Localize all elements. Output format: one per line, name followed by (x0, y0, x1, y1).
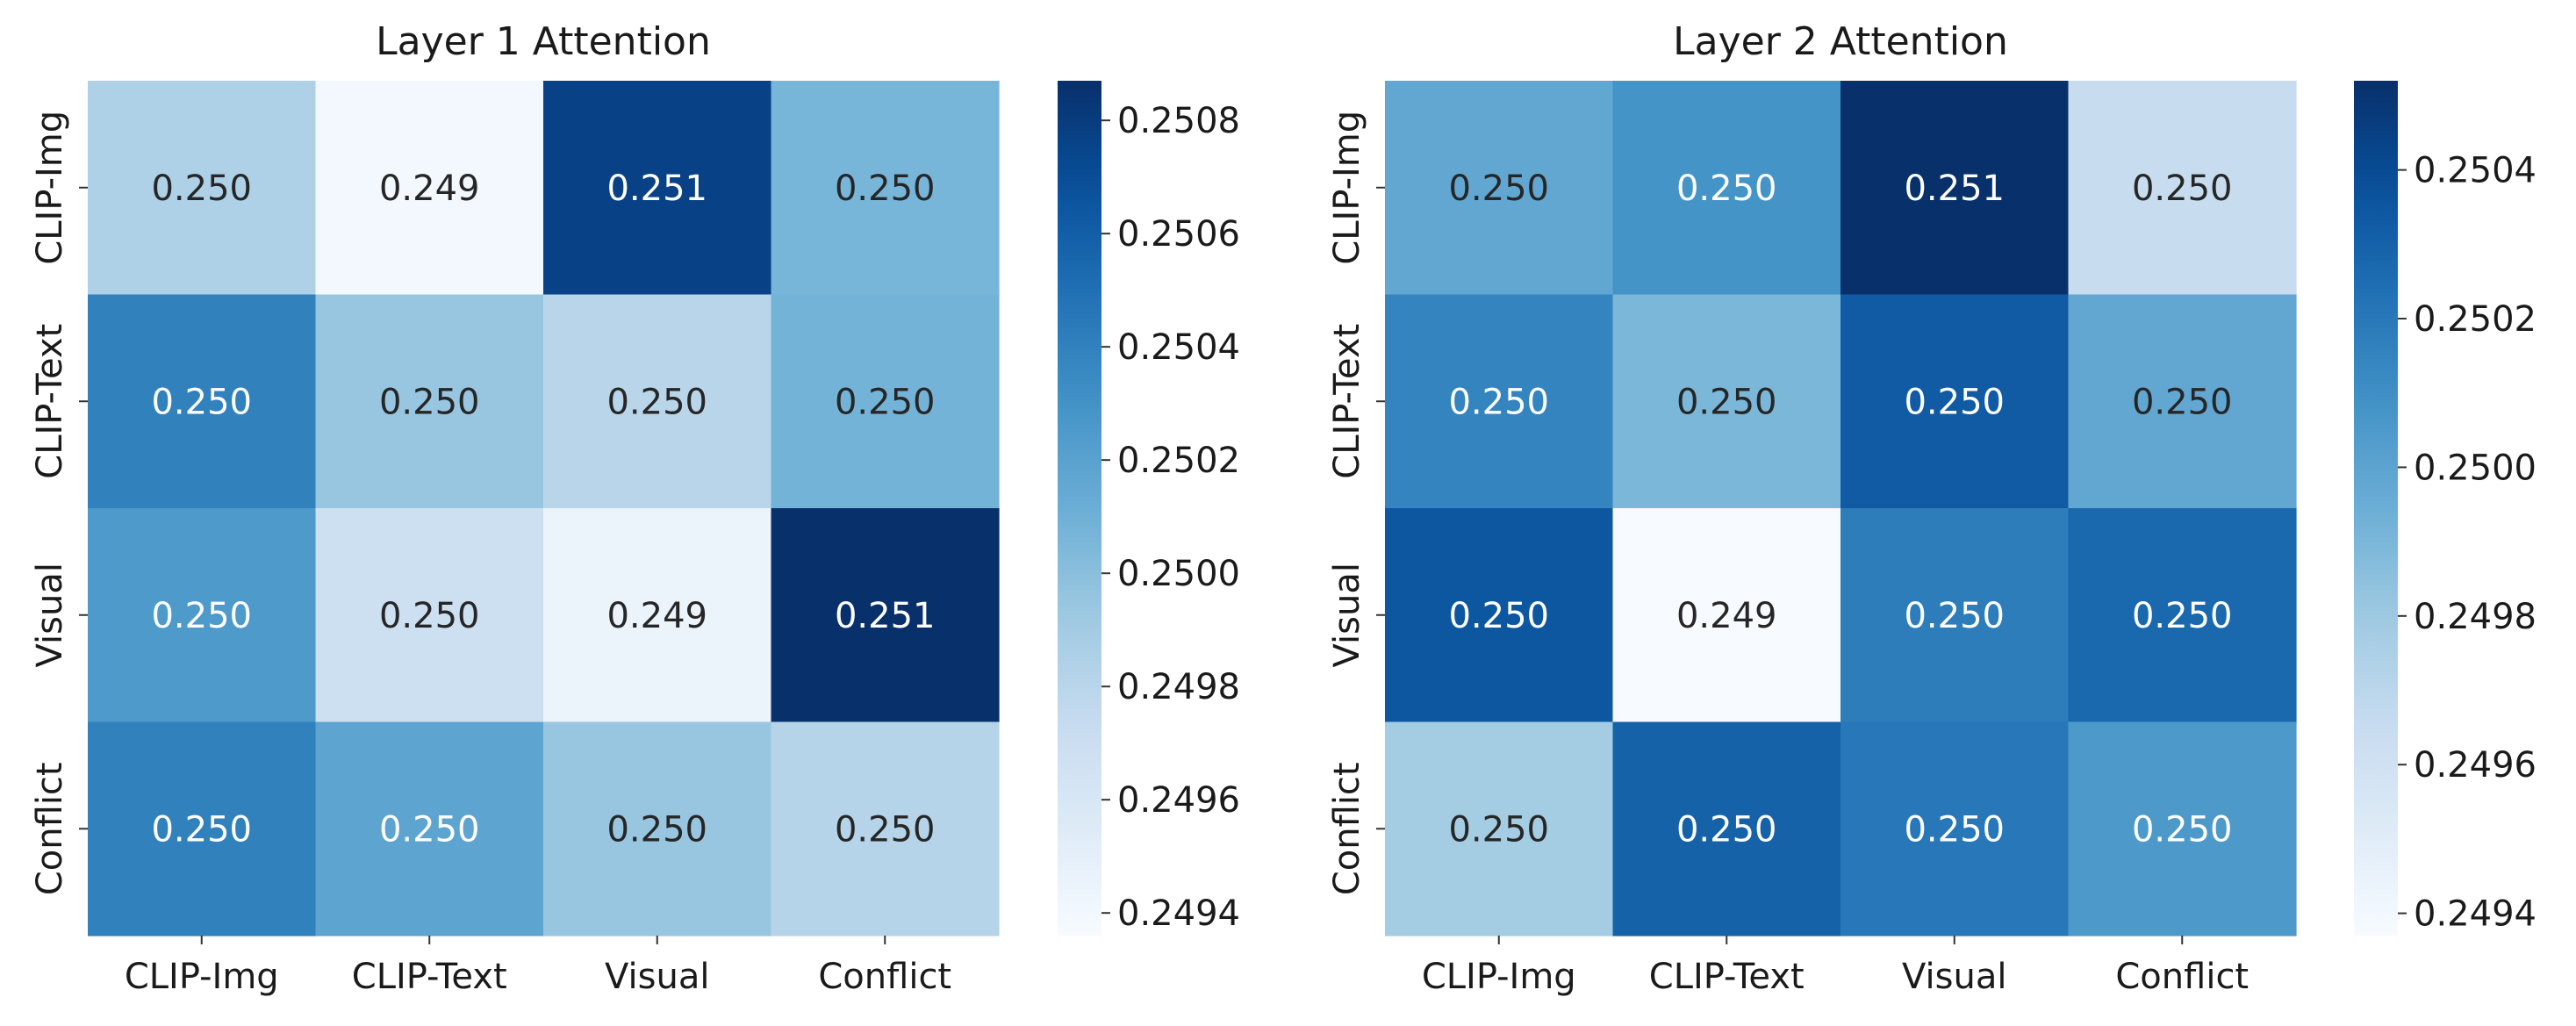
colorbar (2354, 81, 2398, 936)
heatmap-cell (1385, 294, 1614, 509)
cell-value-label: 0.250 (835, 382, 936, 422)
heatmap-cell (771, 81, 1000, 296)
heatmap-cell (1841, 294, 2070, 509)
heatmap-cell (2068, 508, 2297, 723)
cell-value-label: 0.250 (2132, 596, 2233, 636)
heatmap-cell (2068, 81, 2297, 296)
heatmap-cell (2068, 721, 2297, 936)
x-tick-label: Visual (1902, 957, 2006, 997)
cell-value-label: 0.251 (606, 169, 707, 209)
cell-value-label: 0.250 (1448, 596, 1549, 636)
heatmap-cell (88, 721, 317, 936)
cell-value-label: 0.250 (151, 809, 252, 850)
x-tick-label: CLIP-Text (352, 957, 507, 997)
colorbar-tick-label: 0.2494 (1117, 893, 1240, 934)
cell-value-label: 0.250 (151, 169, 252, 209)
cell-value-label: 0.250 (2132, 169, 2233, 209)
y-tick-label: CLIP-Text (30, 324, 70, 479)
heatmap-cell (1385, 508, 1614, 723)
cell-value-label: 0.250 (1676, 169, 1777, 209)
heatmap-cell (1841, 81, 2070, 296)
chart-title: Layer 1 Attention (376, 19, 711, 64)
cell-value-label: 0.250 (379, 809, 480, 850)
y-tick-label: CLIP-Img (1327, 111, 1367, 265)
heatmap-cell (1385, 721, 1614, 936)
y-tick-label: CLIP-Text (1327, 324, 1367, 479)
heatmap-cell (543, 508, 772, 723)
cell-value-label: 0.250 (1904, 382, 2005, 422)
heatmap-cell (771, 508, 1000, 723)
heatmap-cell (543, 721, 772, 936)
x-tick-label: CLIP-Text (1649, 957, 1805, 997)
colorbar-tick-label: 0.2504 (1117, 327, 1240, 368)
colorbar-tick-label: 0.2496 (1117, 780, 1240, 821)
colorbar-tick-label: 0.2502 (2414, 299, 2537, 340)
cell-value-label: 0.250 (1904, 596, 2005, 636)
colorbar-tick-label: 0.2506 (1117, 214, 1240, 255)
x-tick-label: Conflict (2115, 957, 2249, 997)
cell-value-label: 0.250 (2132, 809, 2233, 850)
x-tick-label: Conflict (818, 957, 951, 997)
colorbar-tick-label: 0.2500 (1117, 554, 1240, 594)
cell-value-label: 0.250 (379, 596, 480, 636)
cell-value-label: 0.250 (1904, 809, 2005, 850)
heatmap-cell (1612, 81, 1841, 296)
colorbar-tick-label: 0.2498 (1117, 667, 1240, 707)
cell-value-label: 0.250 (835, 169, 936, 209)
x-tick-label: CLIP-Img (1422, 957, 1576, 997)
colorbar-tick-label: 0.2496 (2414, 745, 2537, 786)
heatmap-cell (315, 508, 544, 723)
chart-title: Layer 2 Attention (1673, 19, 2008, 64)
colorbar-tick-label: 0.2494 (2414, 894, 2537, 935)
cell-value-label: 0.251 (835, 596, 936, 636)
cell-value-label: 0.250 (1448, 169, 1549, 209)
x-tick-label: Visual (605, 957, 709, 997)
colorbar-tick-label: 0.2502 (1117, 441, 1240, 481)
cell-value-label: 0.250 (606, 809, 707, 850)
colorbar-tick-label: 0.2508 (1117, 101, 1240, 141)
colorbar-tick-label: 0.2500 (2414, 448, 2537, 488)
heatmap-cell (543, 81, 772, 296)
heatmap-cell (543, 294, 772, 509)
heatmap-cell (1612, 508, 1841, 723)
cell-value-label: 0.250 (151, 382, 252, 422)
y-tick-label: CLIP-Img (30, 111, 70, 265)
cell-value-label: 0.249 (606, 596, 707, 636)
heatmap-cell (771, 294, 1000, 509)
heatmap-cell (315, 294, 544, 509)
cell-value-label: 0.250 (835, 809, 936, 850)
heatmap-cell (1841, 721, 2070, 936)
heatmap-cell (88, 508, 317, 723)
heatmap-cell (88, 294, 317, 509)
cell-value-label: 0.250 (1448, 809, 1549, 850)
heatmap-cell (2068, 294, 2297, 509)
cell-value-label: 0.250 (151, 596, 252, 636)
heatmap-cell (315, 721, 544, 936)
cell-value-label: 0.250 (2132, 382, 2233, 422)
x-tick-label: CLIP-Img (125, 957, 279, 997)
y-tick-label: Visual (1327, 563, 1367, 667)
cell-value-label: 0.250 (1676, 809, 1777, 850)
heatmap-cell (315, 81, 544, 296)
cell-value-label: 0.251 (1904, 169, 2005, 209)
y-tick-label: Conflict (1327, 762, 1367, 895)
heatmap-cell (88, 81, 317, 296)
cell-value-label: 0.250 (379, 382, 480, 422)
y-tick-label: Conflict (30, 762, 70, 895)
cell-value-label: 0.250 (1448, 382, 1549, 422)
colorbar-tick-label: 0.2498 (2414, 597, 2537, 637)
cell-value-label: 0.250 (1676, 382, 1777, 422)
heatmap-cell (771, 721, 1000, 936)
cell-value-label: 0.249 (379, 169, 480, 209)
heatmap-cell (1841, 508, 2070, 723)
cell-value-label: 0.250 (606, 382, 707, 422)
heatmap-cell (1612, 721, 1841, 936)
colorbar (1058, 81, 1101, 936)
y-tick-label: Visual (30, 563, 70, 667)
heatmap-cell (1385, 81, 1614, 296)
heatmap-cell (1612, 294, 1841, 509)
cell-value-label: 0.249 (1676, 596, 1777, 636)
colorbar-tick-label: 0.2504 (2414, 151, 2537, 191)
